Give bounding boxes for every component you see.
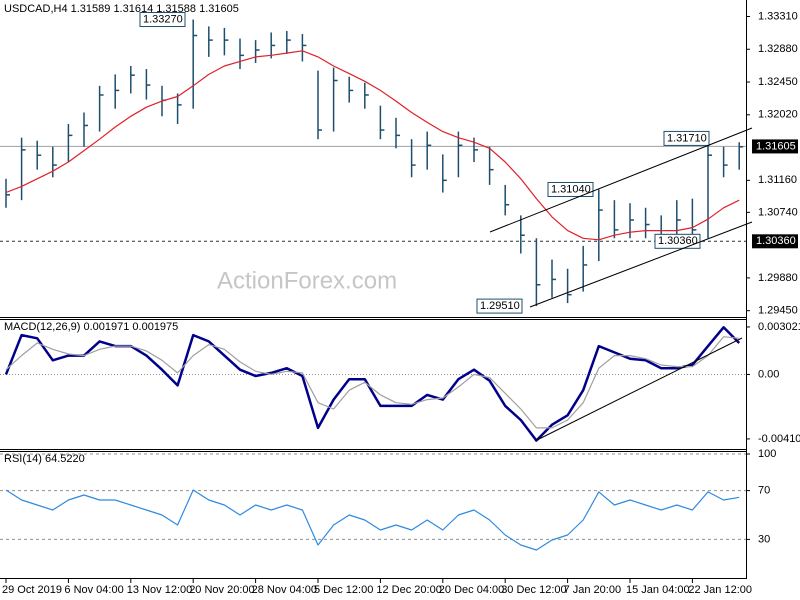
y-tick-label: 1.31160	[758, 174, 797, 186]
y-tick-label: 100	[758, 448, 776, 460]
x-tick-label: 20 Dec 04:00	[439, 584, 504, 596]
series-line	[5, 50, 740, 241]
trend-lines	[489, 127, 753, 442]
price-label-box	[752, 234, 798, 249]
frame	[0, 0, 747, 579]
rsi-title: RSI(14) 64.5220	[4, 453, 85, 465]
y-tick-label: 0.00	[758, 368, 779, 380]
x-tick-label: 15 Jan 04:00	[626, 584, 690, 596]
y-tick-label: 30	[758, 533, 770, 545]
x-tick-label: 13 Nov 12:00	[127, 584, 192, 596]
annotation-label: 1.31040	[551, 183, 591, 195]
x-tick-label: 29 Oct 2019	[2, 584, 62, 596]
annotation-label: 1.29510	[480, 300, 520, 312]
watermark: ActionForex.com	[217, 267, 397, 294]
y-tick-label: 0.003021	[758, 321, 800, 333]
y-tick-label: 1.32880	[758, 43, 798, 55]
macd-title: MACD(12,26,9) 0.001971 0.001975	[4, 321, 178, 333]
y-tick-label: 1.32450	[758, 76, 798, 88]
annotation-box	[139, 12, 186, 28]
series-line	[5, 489, 740, 551]
y-tick-label: 1.30740	[758, 206, 798, 218]
macd-trend-line	[534, 337, 743, 442]
x-tick-label: 6 Nov 04:00	[64, 584, 123, 596]
x-tick-label: 22 Jan 12:00	[688, 584, 752, 596]
y-tick-label: 1.29880	[758, 272, 798, 284]
y-tick-label: 1.33310	[758, 10, 798, 22]
series-line	[5, 336, 740, 429]
x-tick-label: 5 Dec 12:00	[314, 584, 373, 596]
annotation-box	[476, 298, 523, 314]
annotation-label: 1.33270	[143, 13, 183, 25]
x-tick-label: 7 Jan 20:00	[564, 584, 622, 596]
x-tick-label: 12 Dec 20:00	[376, 584, 441, 596]
annotation-label: 1.31710	[667, 132, 707, 144]
x-tick-label: 20 Nov 20:00	[189, 584, 254, 596]
price-label-box	[752, 139, 798, 154]
annotation-label: 1.30360	[658, 235, 698, 247]
price-label: 1.31605	[756, 140, 796, 152]
annotation-box	[654, 233, 701, 249]
price-label: 1.30360	[756, 235, 796, 247]
x-tick-label: 28 Nov 04:00	[252, 584, 317, 596]
price-title: USDCAD,H4 1.31589 1.31614 1.31588 1.3160…	[4, 3, 239, 15]
annotation-box	[663, 130, 710, 146]
y-tick-label: -0.004103	[758, 433, 800, 445]
y-tick-label: 1.29450	[758, 305, 798, 317]
y-tick-label: 70	[758, 485, 770, 497]
x-tick-label: 30 Dec 12:00	[501, 584, 566, 596]
channel-lower	[529, 221, 753, 308]
annotation-box	[547, 181, 594, 197]
channel-upper	[489, 127, 753, 233]
y-tick-label: 1.32020	[758, 109, 798, 121]
